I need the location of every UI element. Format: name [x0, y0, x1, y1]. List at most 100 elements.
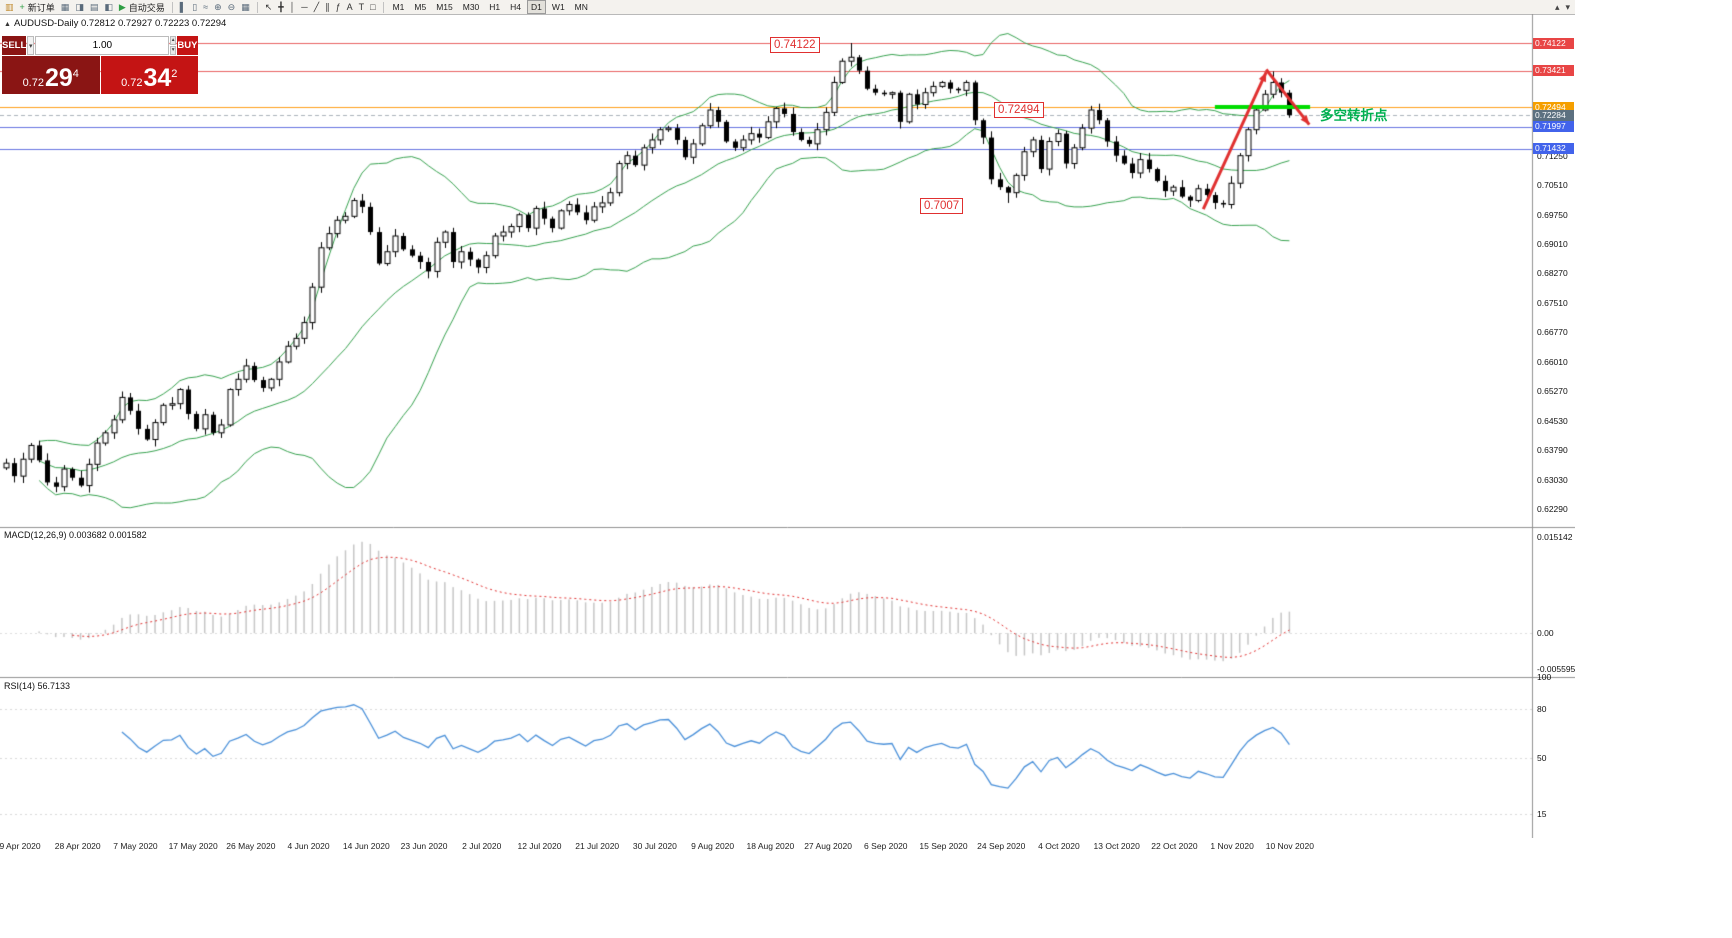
horizontal-line-icon[interactable]: ─	[298, 1, 310, 14]
timeframe-button-h1[interactable]: H1	[489, 2, 501, 12]
chart-header: ▲ AUDUSD-Daily 0.72812 0.72927 0.72223 0.…	[4, 18, 226, 29]
bars-chart-icon[interactable]: ▌	[177, 1, 189, 14]
bars-chart-icon: ▌	[179, 1, 187, 12]
chart-symbol-label: AUDUSD-Daily	[13, 18, 79, 29]
timeframe-button-m15[interactable]: M15	[436, 2, 453, 12]
volume-input[interactable]	[35, 36, 170, 55]
price-axis-tick: 0.63790	[1537, 444, 1568, 455]
price-axis-tick: 0.69010	[1537, 239, 1568, 250]
trendline-icon[interactable]: ╱	[311, 1, 322, 14]
toolbar-down-icon[interactable]: ▾	[1562, 1, 1573, 14]
zoom-out-icon: ⊖	[227, 1, 236, 12]
chart-window-icon[interactable]: ▥	[2, 1, 17, 14]
toolbar-up-icon[interactable]: ▴	[1552, 1, 1563, 14]
timeframe-button-h4[interactable]: H4	[510, 2, 522, 12]
price-axis-tick: 0.71250	[1537, 151, 1568, 162]
text-icon[interactable]: A	[344, 1, 356, 14]
cursor-icon[interactable]: ↖	[262, 1, 276, 14]
buy-button[interactable]: BUY	[176, 36, 198, 55]
rsi-axis-label: 100	[1537, 672, 1552, 682]
date-axis-label: 7 May 2020	[113, 841, 158, 851]
price-axis-tick: 0.64530	[1537, 415, 1568, 426]
price-axis-tag[interactable]: 0.72284	[1533, 109, 1574, 121]
macd-axis-label: -0.005595	[1537, 663, 1576, 674]
toolbar-up-icon: ▴	[1554, 1, 1560, 12]
date-axis-label: 22 Oct 2020	[1151, 841, 1198, 851]
zoom-out-icon[interactable]: ⊖	[225, 1, 239, 14]
label-icon[interactable]: T	[356, 1, 368, 14]
timeframe-button-m1[interactable]: M1	[392, 2, 405, 12]
date-axis-label: 6 Sep 2020	[864, 841, 908, 851]
chart-ohlc-label: 0.72812 0.72927 0.72223 0.72294	[80, 18, 227, 29]
macd-axis-label: 0.00	[1537, 628, 1554, 639]
zoom-in-icon[interactable]: ⊕	[211, 1, 225, 14]
date-axis-label: 2 Jul 2020	[462, 841, 502, 851]
autotrading-button[interactable]: ▶ 自动交易	[116, 1, 168, 14]
price-axis-tick: 0.68270	[1537, 268, 1568, 279]
spin-up-icon[interactable]: ▴	[170, 36, 176, 45]
candles-chart-icon[interactable]: ▯	[189, 1, 200, 14]
high-price-annotation[interactable]: 0.74122	[770, 37, 820, 53]
vertical-line-icon[interactable]: │	[287, 1, 299, 14]
date-axis-label: 14 Jun 2020	[342, 841, 390, 851]
shapes-icon: □	[370, 1, 376, 12]
sell-price-display[interactable]: 0.72 29 4	[2, 56, 100, 94]
buy-price-display[interactable]: 0.72 34 2	[100, 56, 198, 94]
sell-button[interactable]: SELL	[2, 36, 27, 55]
cursor-icon: ↖	[264, 1, 273, 12]
price-axis-tag[interactable]: 0.72494	[1533, 101, 1574, 113]
price-chart-canvas[interactable]	[0, 14, 1575, 838]
fibonacci-icon[interactable]: ƒ	[333, 1, 344, 14]
toolbar-separator	[382, 1, 384, 13]
line-chart-icon[interactable]: ≈	[200, 1, 211, 14]
price-axis-tag[interactable]: 0.71997	[1533, 121, 1574, 133]
date-axis-label: 4 Jun 2020	[287, 841, 330, 851]
rsi-axis-label: 15	[1537, 808, 1547, 819]
timeframe-button-d1[interactable]: D1	[527, 0, 546, 14]
charts-grid-icon[interactable]: ▦	[58, 1, 73, 14]
tile-windows-icon[interactable]: ▦	[238, 1, 253, 14]
tile-windows-icon: ▦	[241, 1, 250, 12]
date-axis-label: 21 Jul 2020	[575, 841, 620, 851]
shapes-icon[interactable]: □	[367, 1, 378, 14]
low-price-annotation[interactable]: 0.7007	[920, 198, 964, 214]
new-order-button: +	[19, 1, 25, 12]
price-axis-tag[interactable]: 0.73421	[1533, 65, 1574, 77]
crosshair-icon: ╋	[278, 1, 284, 12]
toolbar: ▥ + 新订单 ▦ ◨ ▤ ◧ ▶ 自动交易 ▌ ▯ ≈ ⊕ ⊖ ▦ ↖ ╋ │ ─ ╱ ∥ ƒ A T □ M1 M5 M15 M30…	[0, 0, 1575, 15]
autotrading-button: ▶	[118, 1, 126, 12]
crosshair-icon[interactable]: ╋	[275, 1, 286, 14]
buy-price-sup: 2	[171, 68, 178, 80]
date-axis-label: 27 Aug 2020	[804, 841, 852, 851]
rsi-pane-label: RSI(14) 56.7133	[4, 681, 71, 691]
turning-point-text[interactable]: 多空转折点	[1320, 108, 1388, 123]
date-axis-label: 28 Apr 2020	[54, 841, 101, 851]
one-click-trading-panel: SELL ▾ ▴ ▾ BUY 0.72 29 4 0.72 34 2	[2, 36, 198, 94]
profiles-icon[interactable]: ◨	[72, 1, 87, 14]
price-axis-tag[interactable]: 0.71432	[1533, 143, 1574, 155]
zoom-in-icon: ⊕	[214, 1, 222, 12]
timeframe-button-w1[interactable]: W1	[551, 2, 565, 12]
chart-window-icon: ▥	[5, 1, 14, 12]
vertical-line-icon: │	[289, 1, 296, 12]
toolbar-separator	[256, 1, 258, 13]
fibonacci-icon: ƒ	[335, 1, 341, 12]
price-axis-tag[interactable]: 0.74122	[1533, 37, 1574, 49]
new-order-button[interactable]: + 新订单	[17, 1, 58, 14]
timeframe-button-m30[interactable]: M30	[462, 2, 480, 12]
volume-stepper: ▴ ▾	[170, 36, 176, 55]
chart-collapse-icon[interactable]: ▲	[4, 21, 11, 28]
timeframe-button-m5[interactable]: M5	[414, 2, 427, 12]
mid-price-annotation[interactable]: 0.72494	[994, 102, 1044, 118]
channel-icon[interactable]: ∥	[322, 1, 333, 14]
channel-icon: ∥	[325, 1, 330, 12]
order-type-dropdown[interactable]: ▾	[27, 36, 35, 55]
sell-price-small: 0.72	[22, 77, 44, 89]
date-axis-label: 15 Sep 2020	[919, 841, 968, 851]
timeframe-button-mn[interactable]: MN	[574, 2, 588, 12]
navigator-icon[interactable]: ◧	[101, 1, 116, 14]
spin-down-icon[interactable]: ▾	[170, 46, 176, 55]
trendline-icon: ╱	[313, 1, 320, 12]
market-watch-icon[interactable]: ▤	[87, 1, 102, 14]
price-axis-tick: 0.66010	[1537, 357, 1568, 368]
